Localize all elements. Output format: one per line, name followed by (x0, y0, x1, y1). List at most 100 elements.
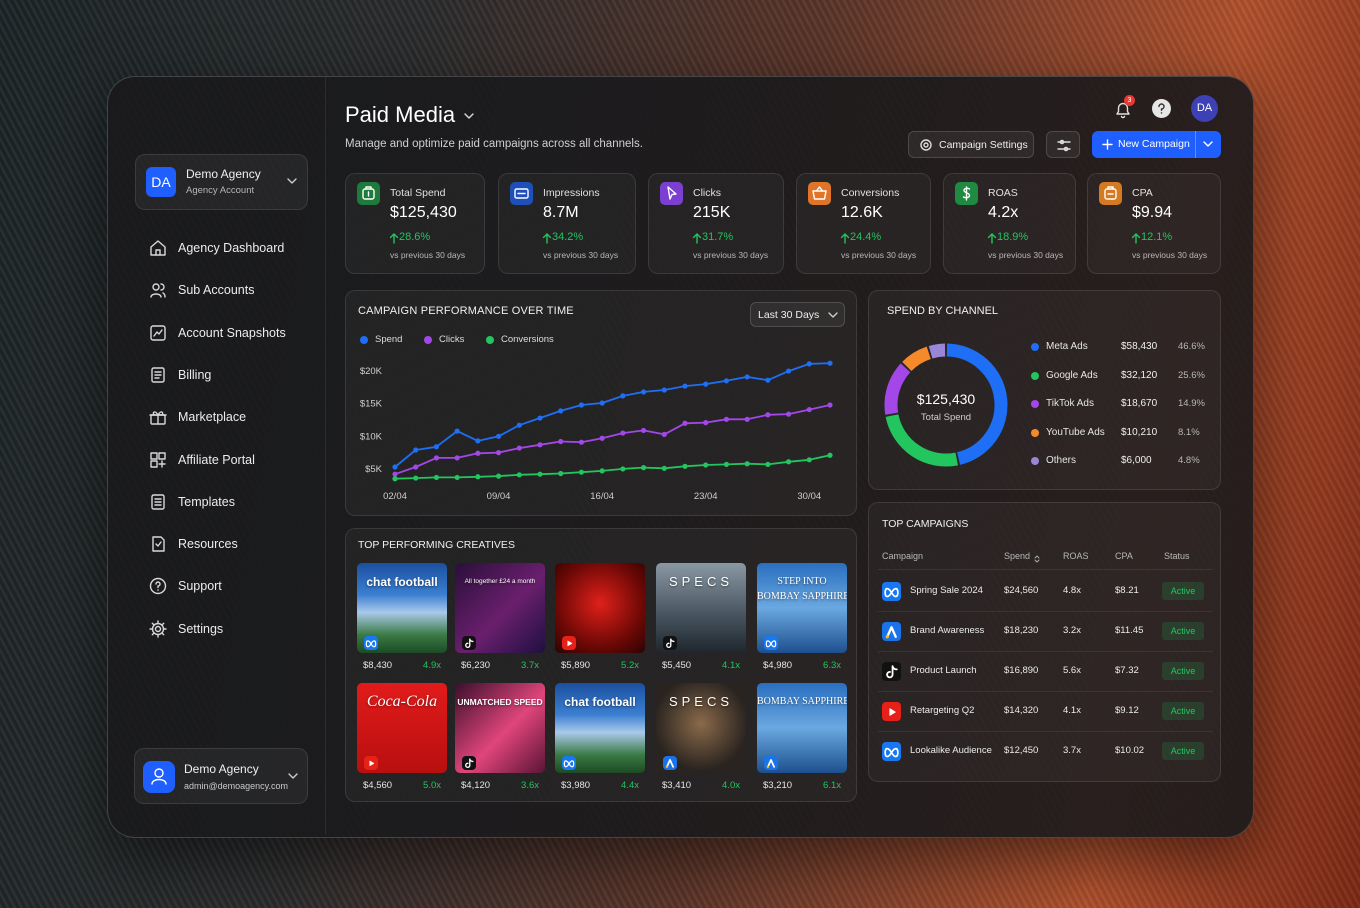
page-title: Paid Media (345, 102, 456, 127)
nav-item[interactable]: Billing (140, 359, 315, 391)
platform-icon (882, 582, 901, 601)
icon-part (514, 188, 529, 199)
page-subtitle: Manage and optimize paid campaigns acros… (345, 138, 643, 150)
nav-item[interactable]: Affiliate Portal (140, 444, 315, 476)
data-point (516, 445, 522, 451)
channel-share: 25.6% (1178, 369, 1205, 381)
kpi-icon (660, 182, 683, 205)
legend-swatch (360, 336, 368, 344)
nav-item[interactable]: Account Snapshots (140, 317, 315, 349)
creative-headline: BOMBAY SAPPHIRE (757, 696, 847, 707)
data-point (578, 402, 585, 408)
new-campaign-button[interactable]: New Campaign (1092, 131, 1221, 158)
icon-part (840, 233, 850, 244)
data-point (785, 411, 792, 417)
legend-swatch (1031, 428, 1039, 437)
channel-name: Others (1046, 455, 1077, 466)
icon-part (149, 578, 167, 595)
icon-part (667, 186, 677, 200)
data-point (578, 439, 585, 445)
icon-part (151, 622, 165, 635)
icon-part (154, 625, 162, 632)
icon-part (665, 765, 669, 769)
platform-icon (882, 702, 901, 721)
nav-item[interactable]: Settings (140, 613, 315, 645)
campaign-settings-button[interactable]: Campaign Settings (908, 131, 1034, 158)
nav-label: Settings (178, 621, 224, 636)
icon-part (1158, 103, 1165, 114)
platform-icon (364, 756, 378, 770)
nav-item[interactable]: Marketplace (140, 401, 315, 433)
legend-label: Conversions (501, 334, 554, 345)
campaign-spend: $16,890 (1004, 665, 1039, 676)
x-tick-label: 09/04 (487, 491, 511, 502)
icon-part (766, 765, 770, 769)
creative-headline: UNMATCHED SPEED (457, 697, 543, 707)
icon-part (1116, 102, 1130, 119)
icon-part (962, 186, 971, 201)
legend-label: Clicks (439, 334, 465, 345)
creative-roas: 4.9x (423, 660, 441, 671)
data-point (723, 461, 730, 467)
kpi-card (345, 173, 485, 274)
creative-headline: SPECS (668, 574, 734, 589)
column-header: CPA (1115, 551, 1133, 561)
profile-avatar[interactable]: DA (1191, 95, 1218, 122)
icon-part (692, 233, 702, 244)
legend-swatch (1031, 371, 1039, 380)
campaign-settings-label: Campaign Settings (939, 139, 1028, 151)
legend-swatch (1031, 400, 1039, 408)
creative-headline: chat football (564, 695, 636, 709)
icon-part (889, 708, 896, 716)
campaign-spend: $12,450 (1004, 745, 1039, 756)
range-dropdown[interactable]: Last 30 Days (750, 302, 845, 327)
data-point (827, 452, 833, 458)
campaign-cpa: $11.45 (1115, 625, 1144, 636)
kpi-up-arrow (692, 231, 702, 244)
data-point (454, 455, 460, 461)
icon-part (563, 760, 575, 768)
kpi-note: vs previous 30 days (841, 250, 917, 260)
nav-item[interactable]: Support (140, 570, 315, 602)
campaign-roas: 3.2x (1063, 625, 1081, 636)
y-tick-label: $20K (360, 366, 383, 377)
data-point (661, 387, 667, 393)
icon-part (287, 178, 297, 184)
icon-part (1120, 115, 1126, 119)
kpi-icon (510, 182, 533, 205)
nav-icon (148, 450, 168, 470)
nav-item[interactable]: Resources (140, 528, 315, 560)
donut-chart: $125,430 Total Spend (884, 343, 1008, 467)
data-point (475, 474, 481, 480)
kpi-up-arrow (542, 231, 552, 244)
creative-headline: All together £24 a month (464, 578, 536, 585)
platform-icon (882, 742, 901, 761)
nav-label: Billing (178, 367, 212, 382)
creative-thumbnail[interactable]: chat football (555, 683, 645, 773)
creative-headline: Coca-Cola (366, 693, 438, 710)
icon-part (987, 233, 997, 244)
kpi-card (648, 173, 784, 274)
nav-item[interactable]: Templates (140, 486, 315, 518)
data-point (475, 438, 481, 444)
row-divider (878, 731, 1213, 732)
creative-spend: $5,890 (561, 660, 591, 671)
icon-part (152, 283, 160, 291)
channel-share: 8.1% (1178, 426, 1200, 438)
status-badge: Active (1162, 742, 1204, 760)
nav-item[interactable]: Agency Dashboard (140, 232, 315, 264)
kpi-value: 8.7M (543, 204, 579, 221)
kpi-up-arrow (987, 231, 997, 244)
icon-part (666, 638, 675, 648)
icon-part (542, 233, 552, 244)
icon-part (665, 759, 674, 769)
data-point (682, 383, 688, 389)
nav-item[interactable]: Sub Accounts (140, 274, 315, 306)
icon-part (884, 587, 899, 598)
data-point (765, 377, 771, 383)
campaign-roas: 3.7x (1063, 745, 1081, 756)
channel-amount: $58,430 (1121, 341, 1158, 352)
kpi-label: Impressions (543, 187, 600, 199)
icon-part (923, 142, 929, 148)
